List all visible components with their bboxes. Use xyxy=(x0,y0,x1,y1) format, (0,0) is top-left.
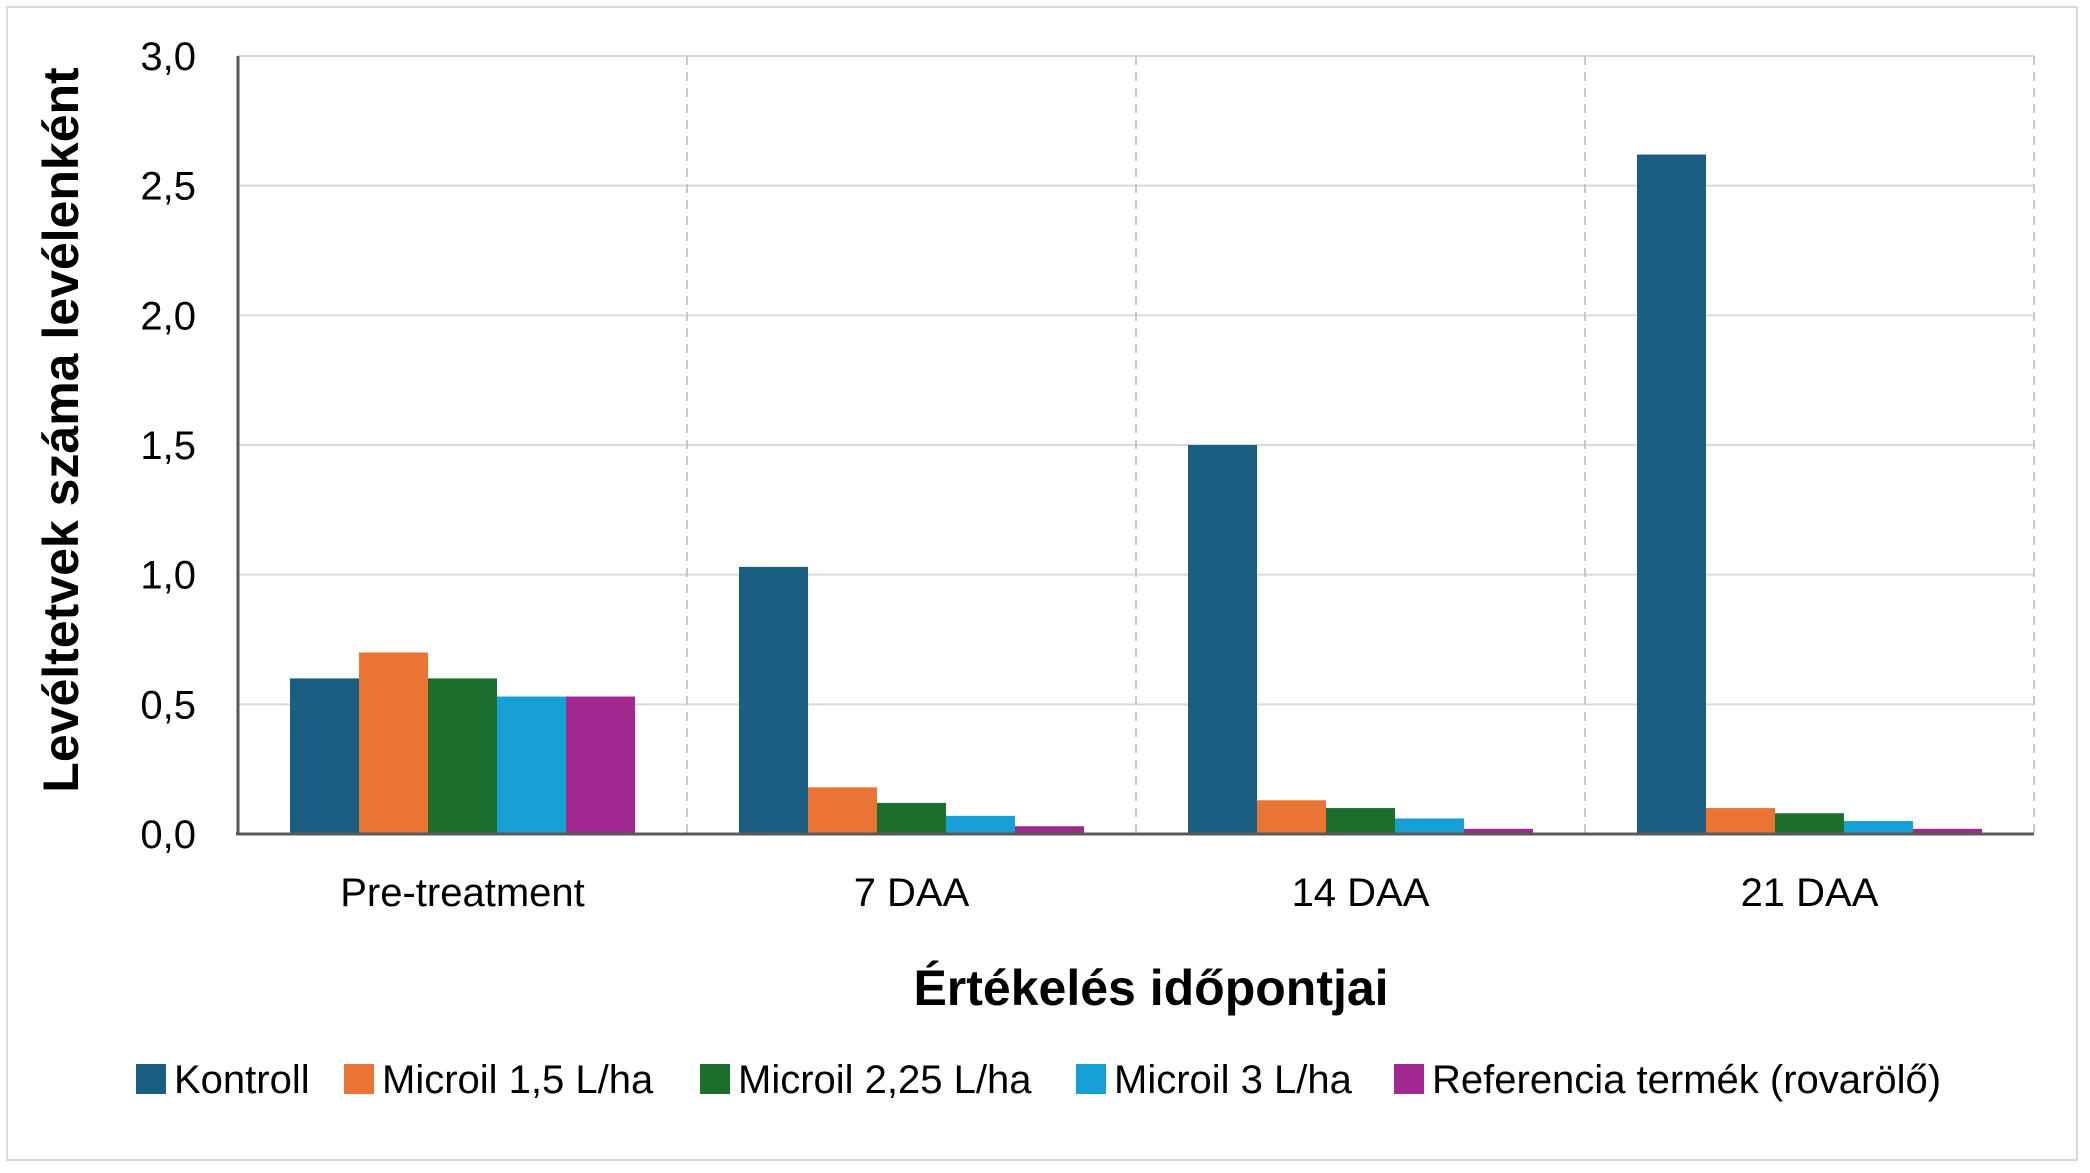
bar xyxy=(1257,800,1326,834)
bar xyxy=(497,696,566,834)
legend-item: Referencia termék (rovarölő) xyxy=(1394,1058,1941,1102)
x-category-label: 14 DAA xyxy=(1292,871,1430,915)
bar xyxy=(877,802,946,834)
legend-label: Referencia termék (rovarölő) xyxy=(1432,1058,1941,1102)
legend-swatch xyxy=(136,1064,166,1094)
legend-item: Microil 1,5 L/ha xyxy=(344,1058,654,1102)
bar xyxy=(1706,808,1775,834)
grid-lines xyxy=(238,55,2034,706)
bar xyxy=(1188,445,1257,834)
legend-label: Kontroll xyxy=(174,1058,310,1102)
legend-label: Microil 1,5 L/ha xyxy=(382,1058,654,1102)
legend-label: Microil 2,25 L/ha xyxy=(738,1058,1032,1102)
y-tick-label: 0,0 xyxy=(140,813,196,857)
bar xyxy=(739,566,808,834)
y-tick-label: 1,0 xyxy=(140,554,196,598)
legend-item: Microil 3 L/ha xyxy=(1076,1058,1353,1102)
x-category-label: 21 DAA xyxy=(1741,871,1879,915)
legend-swatch xyxy=(344,1064,374,1094)
y-tick-labels: 0,0 0,5 1,0 1,5 2,0 2,5 3,0 xyxy=(140,35,196,857)
bar xyxy=(1015,826,1084,834)
x-category-label: 7 DAA xyxy=(854,871,970,915)
bar xyxy=(1844,821,1913,834)
legend-item: Kontroll xyxy=(136,1058,310,1102)
bar xyxy=(808,787,877,834)
legend-swatch xyxy=(1076,1064,1106,1094)
bar xyxy=(1637,154,1706,835)
legend-label: Microil 3 L/ha xyxy=(1114,1058,1353,1102)
bar xyxy=(1326,808,1395,834)
bar xyxy=(566,696,635,834)
bar xyxy=(1395,818,1464,834)
y-axis-title: Levéltetvek száma levélenként xyxy=(33,67,89,793)
chart-frame xyxy=(6,6,2078,1161)
bar xyxy=(1775,813,1844,834)
bar xyxy=(946,815,1015,834)
bars xyxy=(290,154,1982,835)
bar xyxy=(428,678,497,834)
x-category-label: Pre-treatment xyxy=(340,871,585,915)
y-tick-label: 3,0 xyxy=(140,35,196,79)
legend-swatch xyxy=(1394,1064,1424,1094)
bar xyxy=(1913,828,1982,834)
y-tick-label: 0,5 xyxy=(140,683,196,727)
y-tick-label: 2,5 xyxy=(140,165,196,209)
axes xyxy=(236,56,2034,836)
bar xyxy=(290,678,359,834)
bar xyxy=(1464,828,1533,834)
y-tick-label: 1,5 xyxy=(140,424,196,468)
category-separators xyxy=(686,56,2035,834)
legend: Kontroll Microil 1,5 L/ha Microil 2,25 L/h… xyxy=(136,1058,1941,1102)
legend-swatch xyxy=(700,1064,730,1094)
y-tick-label: 2,0 xyxy=(140,294,196,338)
x-category-labels: Pre-treatment 7 DAA 14 DAA 21 DAA xyxy=(340,871,1879,915)
legend-item: Microil 2,25 L/ha xyxy=(700,1058,1032,1102)
x-axis-title: Értékelés időpontjai xyxy=(913,960,1388,1016)
bar xyxy=(359,652,428,834)
